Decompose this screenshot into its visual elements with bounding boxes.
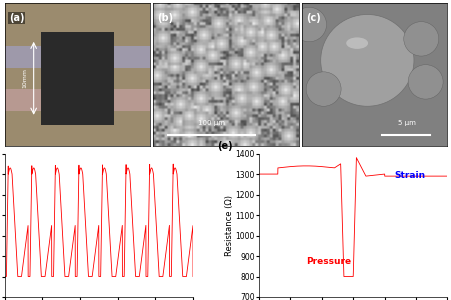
Text: 100 μm: 100 μm: [198, 120, 225, 126]
Text: (e): (e): [217, 141, 233, 151]
Circle shape: [320, 14, 413, 106]
Text: (b): (b): [157, 13, 173, 23]
Ellipse shape: [345, 38, 367, 49]
Circle shape: [403, 22, 438, 56]
Text: Pressure: Pressure: [305, 257, 350, 266]
Bar: [41, 32, 114, 125]
Bar: [114, 46, 150, 68]
Circle shape: [305, 72, 341, 106]
Text: (c): (c): [305, 13, 320, 23]
Text: 5 μm: 5 μm: [397, 120, 415, 126]
Bar: [114, 89, 150, 111]
Text: Strain: Strain: [394, 171, 425, 180]
Circle shape: [291, 7, 326, 42]
Circle shape: [407, 65, 442, 99]
Y-axis label: Resistance (Ω): Resistance (Ω): [225, 195, 234, 256]
Bar: [5, 46, 41, 68]
Text: (a): (a): [9, 13, 24, 23]
Bar: [5, 89, 41, 111]
Text: 10mm: 10mm: [22, 68, 27, 88]
